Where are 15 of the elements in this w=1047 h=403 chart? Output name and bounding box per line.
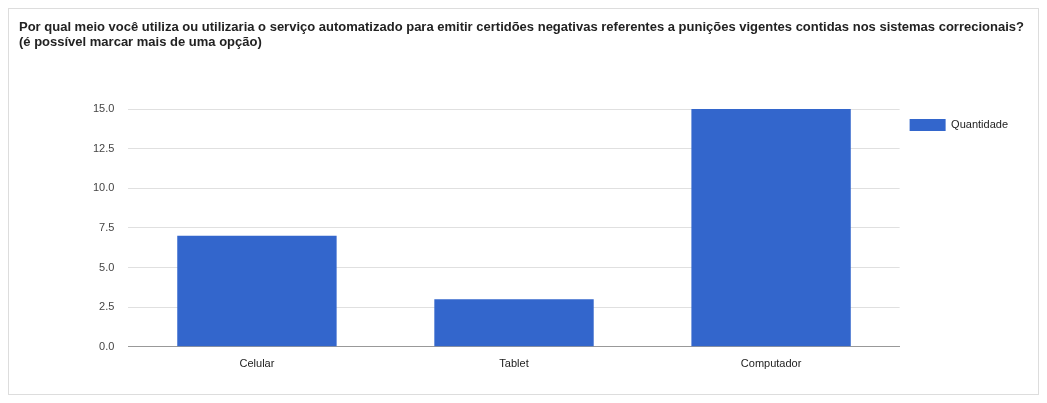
bar [691, 109, 851, 347]
y-tick-label: 2.5 [99, 300, 115, 313]
x-tick-label: Celular [239, 357, 275, 370]
y-tick-label: 5.0 [99, 260, 115, 273]
y-tick-label: 15.0 [92, 102, 115, 115]
y-tick-label: 7.5 [99, 220, 115, 233]
chart-title: Por qual meio você utiliza ou utilizaria o serviço automatizado para emitir certidões negativas referentes a punições vigentes contidas nos sistemas correcionais? (é possível marcar mais de uma opção) [18, 18, 1025, 49]
x-tick-label: Tablet [499, 357, 529, 370]
y-tick-label: 0.0 [99, 339, 115, 352]
x-tick-label: Computador [740, 357, 802, 370]
bar [177, 235, 337, 347]
y-tick-label: 10.0 [92, 181, 115, 194]
bar [434, 299, 594, 347]
y-tick-label: 12.5 [92, 141, 115, 154]
legend-label: Quantidade [951, 118, 1009, 131]
